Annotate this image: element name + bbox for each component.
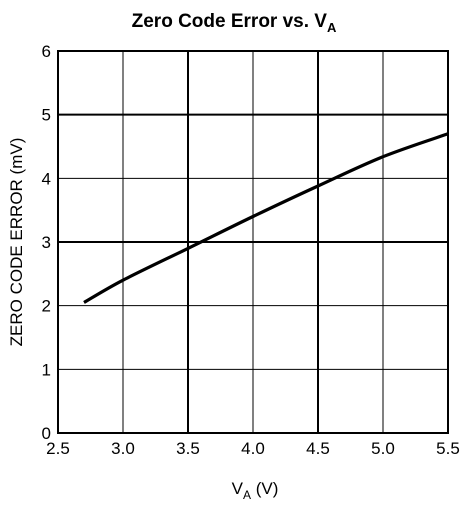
y-tick-label: 4 bbox=[42, 169, 51, 188]
x-axis-label-unit: (V) bbox=[251, 479, 278, 498]
chart-title-subscript: A bbox=[327, 20, 337, 35]
y-tick-label: 3 bbox=[42, 233, 51, 252]
x-tick-label: 5.0 bbox=[371, 439, 395, 458]
x-tick-labels: 2.5 3.0 3.5 4.0 4.5 5.0 5.5 bbox=[46, 439, 460, 458]
chart-title: Zero Code Error vs. VA bbox=[132, 11, 337, 35]
series-line bbox=[84, 134, 448, 303]
x-tick-label: 4.0 bbox=[241, 439, 265, 458]
grid bbox=[58, 51, 448, 433]
x-tick-label: 4.5 bbox=[306, 439, 330, 458]
chart-title-main: Zero Code Error vs. V bbox=[132, 11, 328, 32]
x-axis-label-main: V bbox=[232, 479, 244, 498]
x-tick-label: 3.0 bbox=[111, 439, 135, 458]
y-tick-label: 1 bbox=[42, 360, 51, 379]
x-tick-label: 5.5 bbox=[436, 439, 460, 458]
x-tick-label: 3.5 bbox=[176, 439, 200, 458]
x-axis-label-subscript: A bbox=[243, 488, 251, 502]
y-tick-label: 5 bbox=[42, 106, 51, 125]
y-tick-labels: 0 1 2 3 4 5 6 bbox=[42, 42, 51, 443]
y-axis-label: ZERO CODE ERROR (mV) bbox=[7, 138, 26, 347]
y-tick-label: 6 bbox=[42, 42, 51, 61]
x-axis-label: VA (V) bbox=[232, 479, 279, 502]
y-tick-label: 0 bbox=[42, 424, 51, 443]
y-tick-label: 2 bbox=[42, 297, 51, 316]
